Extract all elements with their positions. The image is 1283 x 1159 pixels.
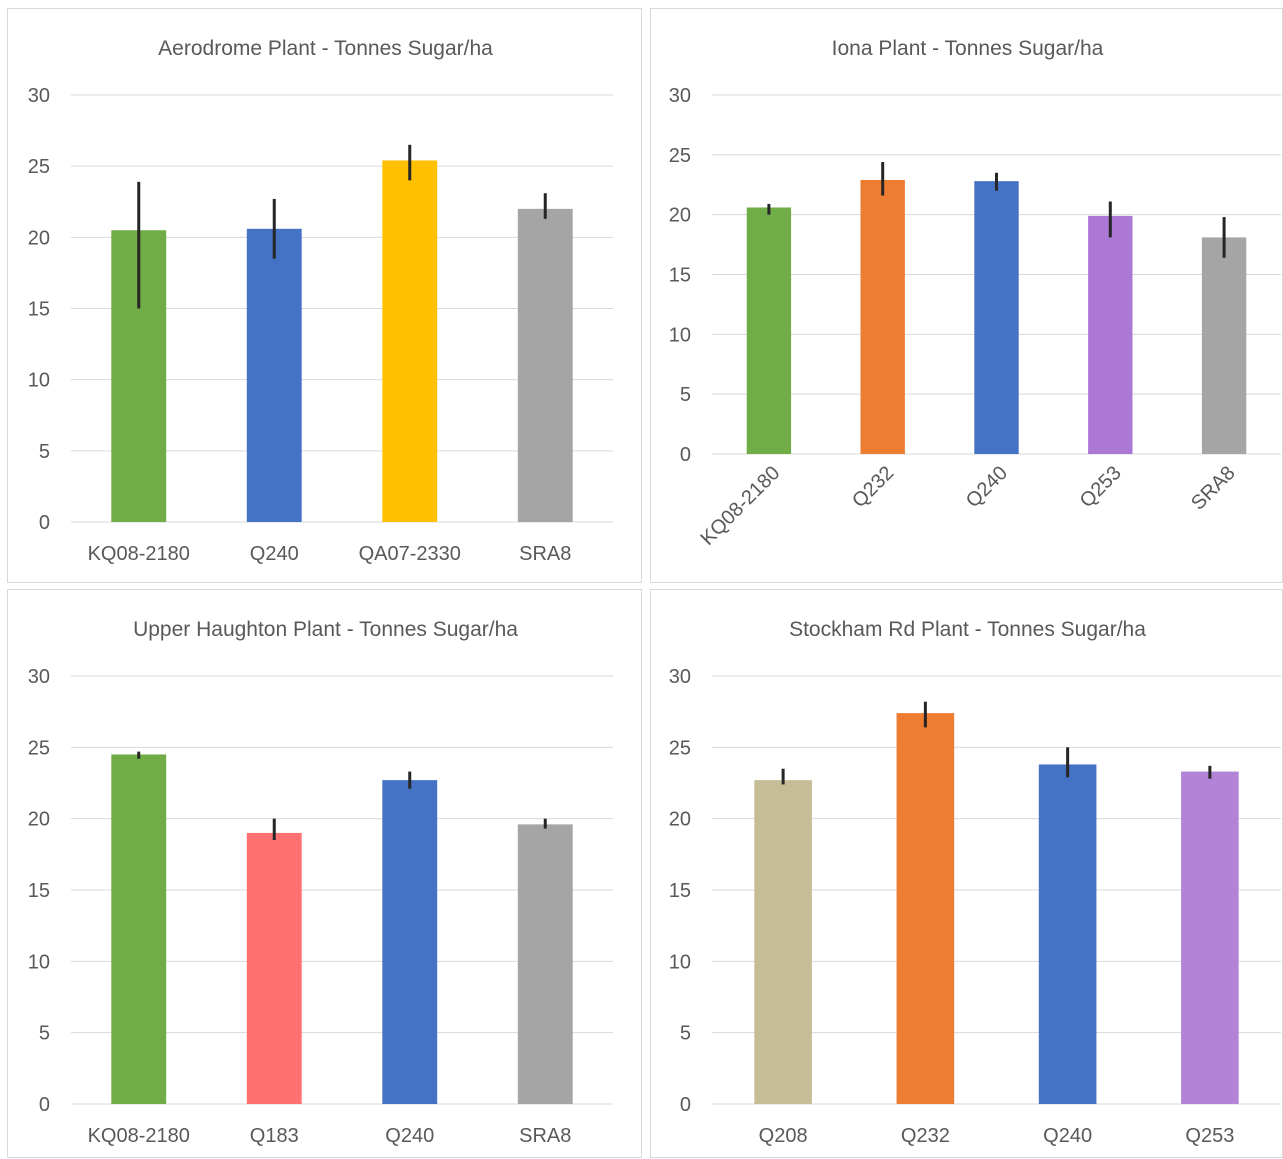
bar [746,207,792,454]
y-tick-label: 10 [28,951,50,973]
y-tick-label: 10 [669,324,691,346]
y-tick-label: 25 [669,145,691,167]
x-tick-label: KQ08-2180 [88,543,190,565]
x-tick-label: Q232 [901,1125,950,1147]
bar [382,780,438,1104]
bar [246,832,302,1104]
x-tick-label: Q253 [1185,1125,1234,1147]
x-tick-label: Q240 [250,543,299,565]
y-tick-label: 20 [28,809,50,831]
y-tick-label: 10 [669,951,691,973]
y-tick-label: 0 [680,444,691,466]
x-tick-label: Q240 [385,1125,434,1147]
x-tick-label: Q232 [848,462,898,512]
chart-panel-upper-haughton: Upper Haughton Plant - Tonnes Sugar/ha 0 5… [7,589,642,1158]
y-tick-label: 30 [669,666,691,688]
y-tick-label: 20 [669,205,691,227]
y-tick-label: 30 [28,85,50,107]
x-tick-label: Q253 [1076,462,1126,512]
y-tick-label: 30 [28,666,50,688]
y-tick-label: 20 [28,227,50,249]
bar [246,228,302,522]
y-tick-label: 10 [28,370,50,392]
y-tick-label: 30 [669,85,691,107]
x-tick-label: Q208 [759,1125,808,1147]
x-tick-label: SRA8 [519,543,571,565]
bar [1201,237,1247,454]
chart-title: Upper Haughton Plant - Tonnes Sugar/ha [133,618,518,641]
x-tick-label: KQ08-2180 [88,1125,190,1147]
y-tick-label: 0 [39,1094,50,1116]
y-tick-label: 5 [680,1023,691,1045]
x-tick-label: Q183 [250,1125,299,1147]
y-tick-label: 20 [669,809,691,831]
chart-panel-stockham-rd: Stockham Rd Plant - Tonnes Sugar/ha 0 5 10 1… [650,589,1283,1158]
bar [1088,215,1133,454]
x-tick-label: Q240 [962,462,1012,512]
bar [974,181,1019,454]
y-tick-label: 5 [680,384,691,406]
y-tick-label: 25 [28,156,50,178]
bar [382,160,438,522]
x-tick-label: SRA8 [1187,462,1240,515]
y-tick-label: 5 [39,1023,50,1045]
x-tick-label: SRA8 [519,1125,571,1147]
chart-title: Iona Plant - Tonnes Sugar/ha [832,37,1104,60]
chart-panel-aerodrome: Aerodrome Plant - Tonnes Sugar/ha 0 5 10 15 2… [7,8,642,583]
bar [1038,764,1097,1104]
y-tick-label: 0 [680,1094,691,1116]
chart-iona: Iona Plant - Tonnes Sugar/ha 0 5 10 15 20 25 30… [669,37,1281,550]
bar [517,824,573,1104]
x-tick-label: Q240 [1043,1125,1092,1147]
bar [1181,771,1239,1104]
y-tick-label: 15 [28,880,50,902]
y-tick-label: 15 [669,265,691,287]
y-tick-label: 25 [28,737,50,759]
chart-title: Aerodrome Plant - Tonnes Sugar/ha [158,37,493,60]
bar [860,179,905,455]
y-tick-label: 15 [28,299,50,321]
chart-upper-haughton: Upper Haughton Plant - Tonnes Sugar/ha 0 5… [28,618,613,1147]
y-tick-label: 15 [669,880,691,902]
chart-title: Stockham Rd Plant - Tonnes Sugar/ha [789,618,1146,641]
bar [896,713,955,1104]
chart-panel-iona: Iona Plant - Tonnes Sugar/ha 0 5 10 15 20 25 30… [650,8,1283,583]
y-tick-label: 5 [39,441,50,463]
x-tick-label: QA07-2330 [359,543,461,565]
chart-aerodrome: Aerodrome Plant - Tonnes Sugar/ha 0 5 10 15 2… [28,37,613,565]
bar [111,754,167,1104]
bar [754,780,812,1104]
bar [517,208,573,522]
chart-stockham-rd: Stockham Rd Plant - Tonnes Sugar/ha 0 5 10 1… [669,618,1281,1147]
y-tick-label: 25 [669,737,691,759]
y-tick-label: 0 [39,512,50,534]
x-tick-label: KQ08-2180 [697,462,785,550]
